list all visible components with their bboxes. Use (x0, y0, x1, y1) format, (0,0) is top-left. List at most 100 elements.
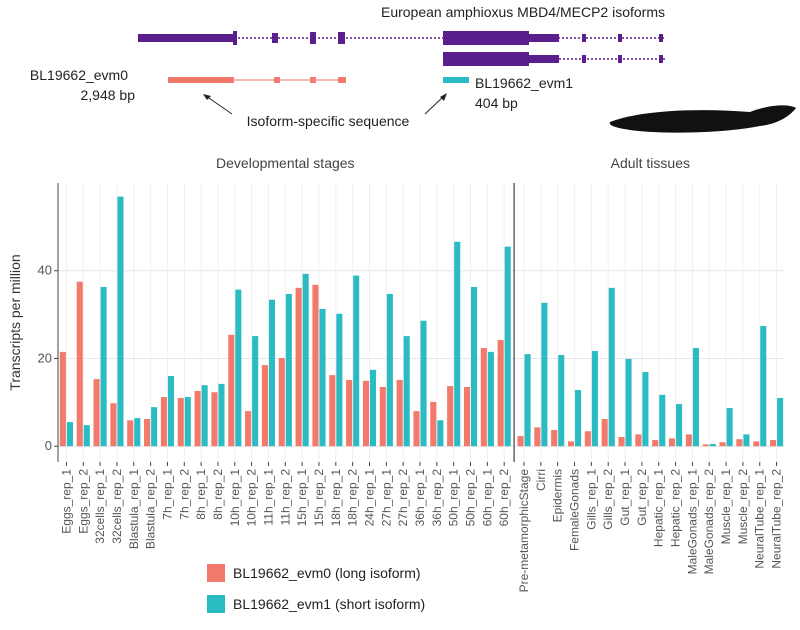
arrow (205, 95, 233, 115)
bar (726, 408, 733, 447)
bar (541, 302, 548, 447)
bar (211, 392, 218, 447)
bar (584, 431, 591, 447)
bar (471, 286, 478, 447)
short-name: BL19662_evm1 (475, 75, 573, 91)
bar (743, 434, 750, 447)
x-tick-label: Gut_rep_2 (635, 469, 649, 526)
short-length: 404 bp (475, 95, 518, 111)
exon (138, 34, 233, 42)
x-tick-label: 11h_rep_2 (278, 469, 292, 526)
x-tick-label: Blastula_rep_1 (127, 469, 141, 549)
arrow-head (203, 94, 211, 100)
bar (346, 379, 353, 447)
bar (524, 354, 531, 447)
bar (278, 358, 285, 447)
x-tick-label: Muscle_rep_1 (719, 469, 733, 545)
bar (413, 411, 420, 447)
x-tick-label: NeuralTube_rep_2 (770, 469, 784, 569)
bar (709, 444, 716, 447)
x-tick-label: 10h_rep_1 (228, 469, 242, 527)
chart: 0 20 40 Transcripts per million Developmenta… (7, 155, 785, 613)
bar (362, 380, 369, 447)
legend-label: BL19662_evm1 (short isoform) (233, 596, 425, 612)
bar (668, 438, 676, 447)
bar (261, 365, 268, 447)
gene-diagram: European amphioxus MBD4/MECP2 isoforms B… (30, 4, 796, 133)
x-tick-label: Muscle_rep_2 (736, 469, 750, 545)
x-tick-label: Pre-metamorphicStage (517, 469, 531, 593)
panel-title: Adult tissues (611, 155, 690, 171)
x-tick-label: NeuralTube_rep_1 (753, 469, 767, 569)
bar (652, 440, 659, 447)
x-tick-label: Epidermis (551, 469, 565, 522)
x-tick-label: 18h_rep_2 (346, 469, 360, 527)
bar (59, 351, 66, 447)
legend-swatch (207, 564, 225, 582)
bar (134, 418, 141, 447)
bar (369, 369, 377, 447)
bar (463, 386, 471, 447)
x-tick-label: Blastula_rep_2 (144, 469, 158, 549)
y-axis-title: Transcripts per million (7, 254, 23, 390)
bar (218, 383, 225, 447)
x-tick-label: 32cells_rep_2 (110, 469, 124, 544)
x-tick-label: 36h_rep_2 (430, 469, 444, 527)
exon (582, 34, 586, 42)
bar (268, 299, 276, 447)
bar (194, 390, 201, 447)
x-tick-label: Eggs_rep_2 (76, 469, 90, 534)
bar (151, 407, 158, 447)
exon (659, 34, 663, 42)
bar (625, 358, 632, 447)
bar (386, 293, 393, 447)
bar (635, 434, 642, 447)
y-tick-label: 20 (38, 350, 52, 365)
bar (692, 347, 699, 447)
amphioxus-silhouette (609, 105, 796, 133)
bar (575, 390, 582, 447)
x-tick-label: 60h_rep_1 (480, 469, 494, 527)
annotation: Isoform-specific sequence (247, 113, 410, 129)
exon (443, 31, 529, 45)
x-tick-label: 8h_rep_1 (194, 469, 208, 520)
x-tick-label: 18h_rep_1 (329, 469, 343, 527)
bar (110, 403, 117, 447)
bar (127, 420, 134, 447)
long-name: BL19662_evm0 (30, 67, 128, 83)
bar (302, 273, 309, 447)
bar (295, 287, 302, 447)
bar (454, 241, 461, 447)
exon (233, 31, 237, 45)
bar (66, 422, 73, 447)
bar (245, 411, 252, 447)
x-tick-label: Cirri (534, 469, 548, 491)
arrow-head (440, 93, 447, 101)
bar (447, 386, 454, 447)
exon (529, 34, 559, 42)
bar (517, 436, 524, 447)
exon (272, 33, 278, 43)
x-tick-label: 32cells_rep_1 (93, 469, 107, 544)
bar (285, 293, 292, 447)
x-tick-label: 24h_rep_1 (362, 469, 376, 527)
bar (497, 340, 504, 447)
x-tick-label: 50h_rep_2 (464, 469, 478, 527)
x-tick-label: 15h_rep_1 (295, 469, 309, 527)
x-tick-label: 15h_rep_2 (312, 469, 326, 527)
x-tick-label: Gills_rep_1 (584, 469, 598, 530)
bar (252, 336, 259, 447)
bar (534, 427, 541, 447)
bar (420, 320, 427, 447)
x-tick-label: 10h_rep_2 (245, 469, 259, 527)
bar (396, 379, 403, 447)
panel-title: Developmental stages (216, 155, 355, 171)
bar (430, 401, 437, 447)
x-tick-label: Hepatic_rep_2 (669, 469, 683, 547)
bar (437, 420, 444, 447)
specific-segment (168, 77, 234, 83)
bar (504, 246, 511, 447)
bar (177, 397, 184, 447)
x-tick-label: Hepatic_rep_1 (652, 469, 666, 547)
